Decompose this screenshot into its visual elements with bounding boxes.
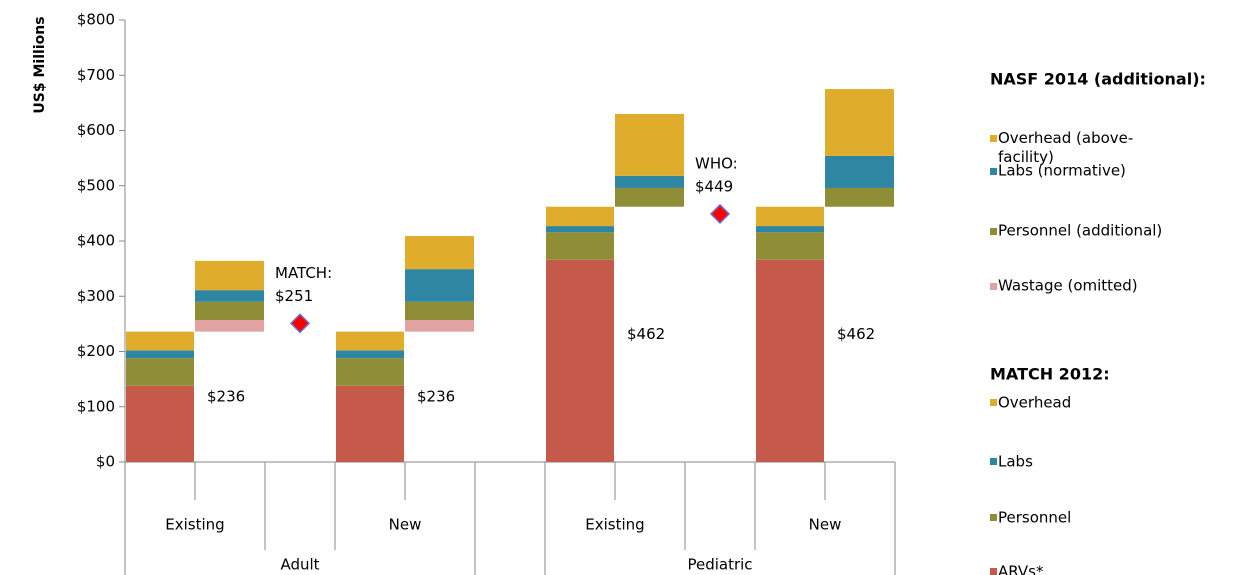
bar-segment — [546, 259, 614, 462]
legend-swatch — [990, 228, 997, 235]
bar-segment — [405, 320, 474, 332]
bar-segment — [825, 187, 894, 207]
legend-swatch — [990, 135, 997, 142]
y-tick-label: $400 — [77, 232, 115, 250]
bar-segment — [756, 206, 824, 227]
bar-segment — [336, 358, 404, 386]
benchmark-marker — [709, 203, 731, 224]
y-axis-label: US$ Millions — [32, 16, 48, 113]
total-label: $462 — [627, 325, 665, 343]
legend-swatch — [990, 458, 997, 465]
bar-segment — [546, 232, 614, 260]
bar-segment — [546, 206, 614, 227]
legend-label: Wastage (omitted) — [998, 277, 1138, 295]
category-label: New — [809, 516, 842, 534]
total-label: $462 — [837, 325, 875, 343]
y-tick-label: $200 — [77, 342, 115, 360]
bar-segment — [615, 175, 684, 188]
category-label: Existing — [165, 516, 224, 534]
bar-segment — [405, 236, 474, 270]
benchmark-marker — [289, 313, 311, 334]
legend-label: Personnel (additional) — [998, 222, 1162, 240]
bar-segment — [405, 301, 474, 321]
benchmark-value-label: $251 — [275, 287, 313, 305]
legend-label: ARVs* — [998, 563, 1044, 575]
bar-segment — [195, 260, 264, 291]
legend-swatch — [990, 399, 997, 406]
benchmark-value-label: $449 — [695, 177, 733, 195]
benchmark-label: MATCH: — [275, 264, 332, 282]
y-tick-label: $300 — [77, 287, 115, 305]
bar-segment — [405, 269, 474, 302]
bar-segment — [126, 350, 194, 359]
bar-segment — [825, 89, 894, 156]
legend-label: Labs (normative) — [998, 162, 1126, 180]
bar-segment — [756, 232, 824, 260]
group-label: Adult — [280, 556, 319, 574]
y-tick-label: $700 — [77, 66, 115, 84]
total-label: $236 — [417, 387, 455, 405]
legend-swatch — [990, 283, 997, 290]
benchmark-label: WHO: — [695, 154, 738, 172]
legend-label: Labs — [998, 453, 1033, 471]
legend-title: MATCH 2012: — [990, 365, 1110, 384]
legend-label: Personnel — [998, 509, 1071, 527]
legend-swatch — [990, 168, 997, 175]
legend-swatch — [990, 514, 997, 521]
total-label: $236 — [207, 387, 245, 405]
bar-segment — [195, 301, 264, 321]
legend-label: Overhead — [998, 394, 1071, 412]
bar-segment — [615, 187, 684, 207]
y-tick-label: $800 — [77, 11, 115, 29]
category-label: Existing — [585, 516, 644, 534]
y-tick-label: $100 — [77, 397, 115, 415]
bar-segment — [195, 290, 264, 302]
bar-segment — [126, 358, 194, 386]
legend-swatch — [990, 568, 997, 575]
bar-segment — [336, 350, 404, 359]
y-tick-label: $0 — [96, 453, 115, 471]
y-tick-label: $500 — [77, 176, 115, 194]
bar-segment — [195, 320, 264, 332]
legend-title: NASF 2014 (additional): — [990, 70, 1206, 89]
bar-segment — [756, 226, 824, 233]
legend-label: Overhead (above-facility) — [998, 129, 1133, 166]
bar-segment — [825, 155, 894, 188]
category-label: New — [389, 516, 422, 534]
bar-segment — [615, 113, 684, 176]
y-tick-label: $600 — [77, 121, 115, 139]
bar-segment — [336, 331, 404, 351]
bar-segment — [546, 226, 614, 233]
group-label: Pediatric — [687, 556, 752, 574]
bar-segment — [336, 385, 404, 462]
bar-segment — [126, 331, 194, 351]
bar-segment — [756, 259, 824, 462]
bar-segment — [126, 385, 194, 462]
